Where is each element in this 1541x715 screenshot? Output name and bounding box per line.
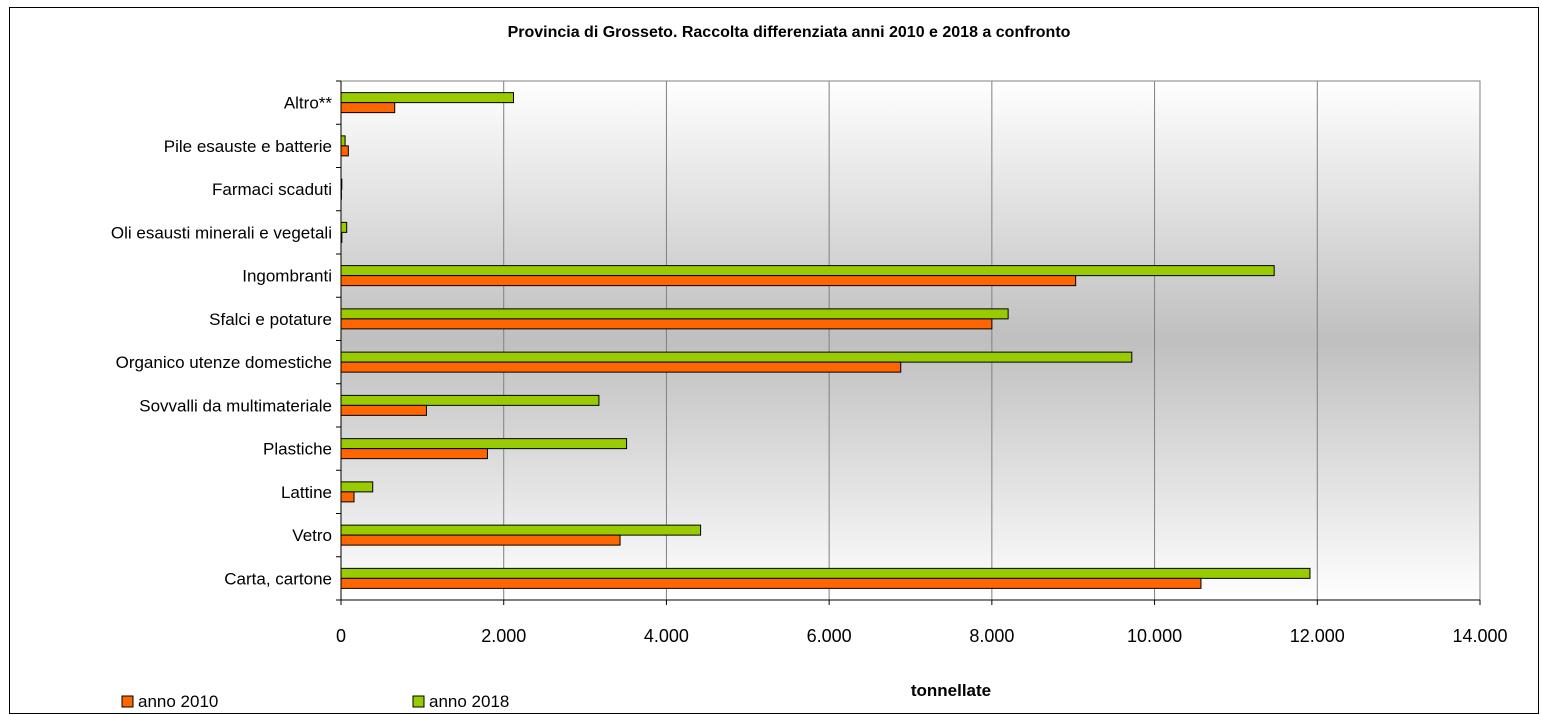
bar-2018 [340, 438, 628, 450]
x-tick-label-8000: 8.000 [969, 626, 1014, 646]
x-tick-label-4000: 4.000 [644, 626, 689, 646]
bar-2018 [340, 351, 1133, 363]
category-label: Oli esausti minerali e vegetali [111, 223, 332, 242]
bar-2010 [340, 534, 621, 546]
bar-2010 [340, 102, 396, 114]
x-tick-label-12000: 12.000 [1290, 626, 1345, 646]
category-labels: Altro** Pile esauste e batterie Farmaci sc… [111, 94, 332, 589]
x-tick-label-6000: 6.000 [807, 626, 852, 646]
category-label: Pile esauste e batterie [164, 137, 332, 156]
plot-area [340, 80, 1481, 601]
chart-svg: Provincia di Grosseto. Raccolta differen… [111, 24, 1508, 711]
bar-2010 [340, 145, 349, 157]
bar-2010 [340, 318, 993, 330]
x-tick-label-0: 0 [336, 626, 346, 646]
category-label: Sfalci e potature [209, 310, 332, 329]
gridlines [503, 81, 1318, 600]
category-label: Altro** [284, 94, 333, 113]
category-label: Carta, cartone [224, 569, 332, 588]
legend: anno 2010 anno 2018 [121, 692, 509, 711]
category-label: Ingombranti [242, 267, 332, 286]
bar-2018 [340, 135, 346, 147]
x-tick-label-14000: 14.000 [1452, 626, 1507, 646]
legend-label-2018: anno 2018 [429, 692, 509, 711]
bar-2018 [340, 567, 1311, 579]
chart-frame: Provincia di Grosseto. Raccolta differen… [9, 7, 1539, 714]
bar-2010 [340, 361, 902, 373]
bar-2010 [340, 448, 488, 460]
category-label: Organico utenze domestiche [116, 353, 332, 372]
x-tick-label-10000: 10.000 [1127, 626, 1182, 646]
legend-label-2010: anno 2010 [138, 692, 218, 711]
x-axis-title: tonnellate [911, 681, 991, 700]
bar-2018 [340, 481, 374, 493]
x-tick-label-2000: 2.000 [481, 626, 526, 646]
bar-2010 [340, 491, 355, 503]
category-label: Sovvalli da multimateriale [139, 396, 332, 415]
category-label: Vetro [292, 526, 332, 545]
bar-2010 [340, 404, 427, 416]
category-label: Lattine [281, 483, 332, 502]
bar-2010 [340, 577, 1202, 589]
bar-2018 [340, 92, 514, 104]
tick-labels: 0 2.000 4.000 6.000 8.000 10.000 12.000 14.000 [336, 80, 1508, 646]
category-label: Farmaci scaduti [212, 180, 332, 199]
bars [340, 92, 1311, 589]
bar-2018 [340, 265, 1275, 277]
bar-2018 [340, 394, 600, 406]
category-label: Plastiche [263, 440, 332, 459]
bar-2018 [340, 221, 348, 233]
bar-2018 [340, 308, 1009, 320]
chart-title: Provincia di Grosseto. Raccolta differen… [508, 24, 1071, 41]
bar-2010 [340, 275, 1077, 287]
legend-swatch-2010 [121, 695, 134, 708]
bar-2018 [340, 524, 702, 536]
legend-swatch-2018 [412, 695, 425, 708]
